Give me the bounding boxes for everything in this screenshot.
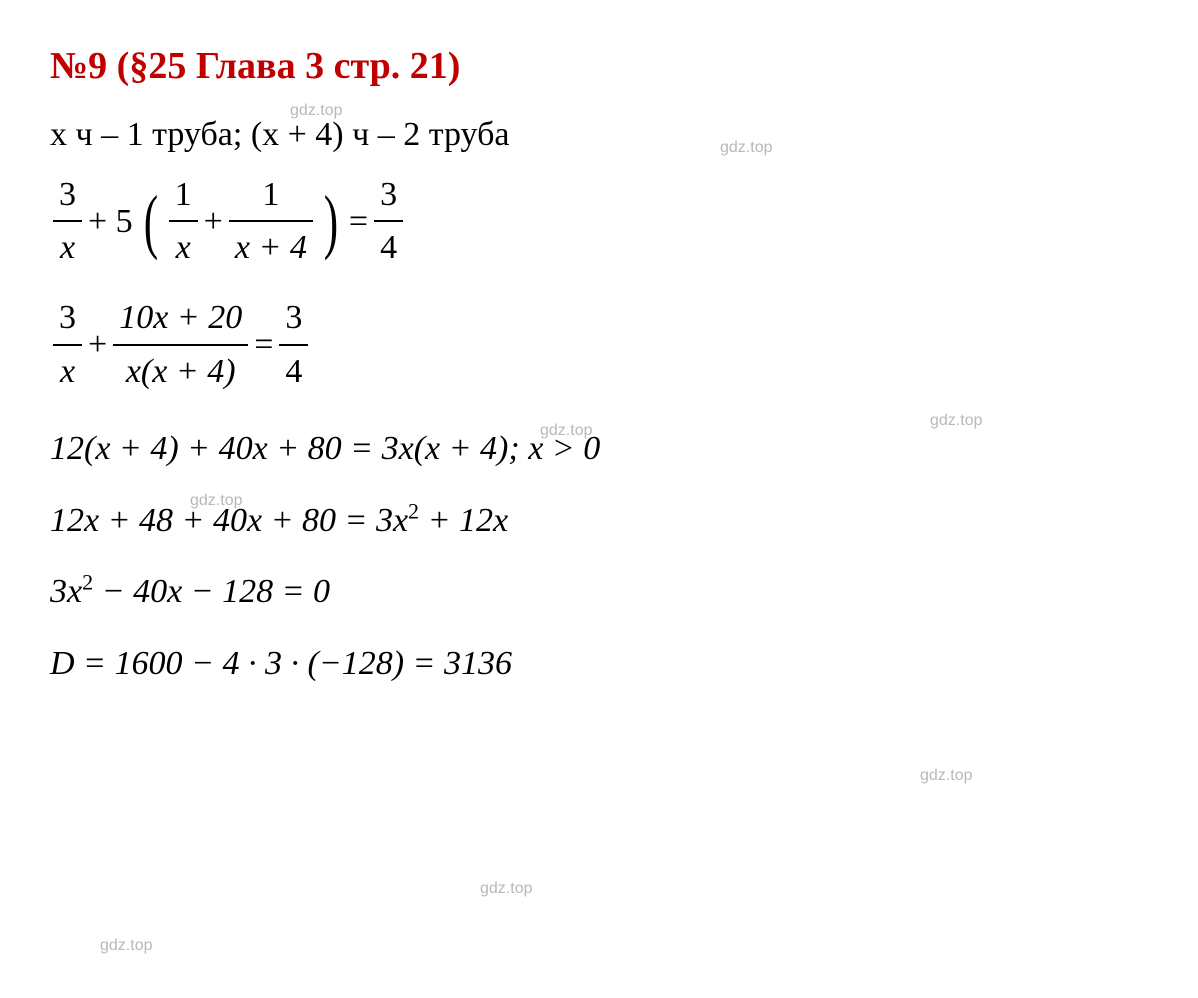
den: 4 xyxy=(279,346,308,396)
frac-3-over-4: 3 4 xyxy=(374,171,403,272)
plus: + xyxy=(204,198,223,246)
watermark-text: gdz.top xyxy=(920,765,972,787)
den: x + 4 xyxy=(229,222,313,272)
line-4-text: 12(x + 4) + 40x + 80 = 3x(x + 4); x > 0 xyxy=(50,430,600,467)
line-6c: − 40x − 128 = 0 xyxy=(93,573,330,610)
num: 3 xyxy=(53,171,82,223)
frac-3-over-x: 3 x xyxy=(53,294,82,395)
num: 1 xyxy=(229,171,313,223)
num: 3 xyxy=(279,294,308,346)
equals: = xyxy=(349,198,368,246)
line-7: D = 1600 − 4 · 3 · (−128) = 3136 xyxy=(50,640,1148,688)
line-5c: + 12x xyxy=(419,502,508,539)
line-1-text: x ч – 1 труба; (x + 4) ч – 2 труба xyxy=(50,116,510,153)
num: 3 xyxy=(374,171,403,223)
left-paren-icon: ( xyxy=(143,185,157,257)
frac-10x20-over-xx4: 10x + 20 x(x + 4) xyxy=(113,294,248,395)
line-6: 3x2 − 40x − 128 = 0 xyxy=(50,568,1148,616)
line-6-sup: 2 xyxy=(82,570,93,595)
frac-3-over-x: 3 x xyxy=(53,171,82,272)
den: x xyxy=(53,346,82,396)
page-container: №9 (§25 Глава 3 стр. 21) x ч – 1 труба; … xyxy=(50,40,1148,958)
num: 3 xyxy=(53,294,82,346)
frac-1-over-x: 1 x xyxy=(169,171,198,272)
num: 1 xyxy=(169,171,198,223)
den: x xyxy=(53,222,82,272)
line-5: 12x + 48 + 40x + 80 = 3x2 + 12x xyxy=(50,497,1148,545)
den: x(x + 4) xyxy=(113,346,248,396)
watermark-text: gdz.top xyxy=(480,878,532,900)
problem-title: №9 (§25 Глава 3 стр. 21) xyxy=(50,40,1148,93)
den: 4 xyxy=(374,222,403,272)
right-paren-icon: ) xyxy=(324,185,338,257)
line-5-sup: 2 xyxy=(408,498,419,523)
frac-1-over-x-plus-4: 1 x + 4 xyxy=(229,171,313,272)
plus: + xyxy=(88,321,107,369)
equation-2: 3 x + 5 ( 1 x + 1 x + 4 ) = 3 4 xyxy=(50,171,1148,272)
num: 10x + 20 xyxy=(113,294,248,346)
frac-3-over-4: 3 4 xyxy=(279,294,308,395)
plus-5: + 5 xyxy=(88,198,133,246)
equals: = xyxy=(254,321,273,369)
line-6a: 3x xyxy=(50,573,82,610)
equation-3: 3 x + 10x + 20 x(x + 4) = 3 4 xyxy=(50,294,1148,395)
watermark-text: gdz.top xyxy=(100,935,152,957)
line-1: x ч – 1 труба; (x + 4) ч – 2 труба xyxy=(50,111,1148,159)
line-7-text: D = 1600 − 4 · 3 · (−128) = 3136 xyxy=(50,645,512,682)
den: x xyxy=(169,222,198,272)
line-5a: 12x + 48 + 40x + 80 = 3x xyxy=(50,502,408,539)
line-4: 12(x + 4) + 40x + 80 = 3x(x + 4); x > 0 xyxy=(50,425,1148,473)
